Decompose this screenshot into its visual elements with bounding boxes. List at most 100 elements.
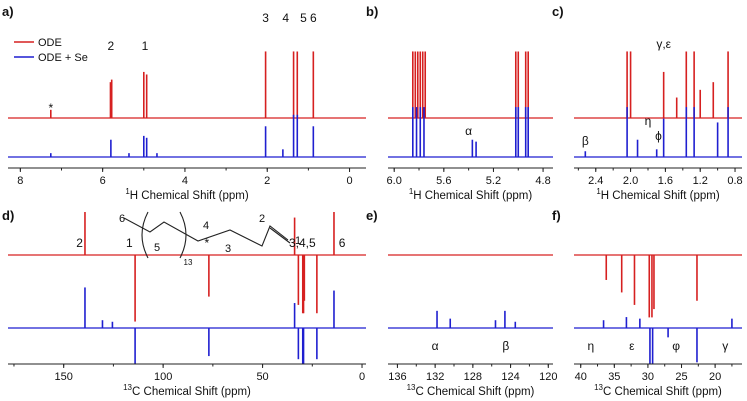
- structure-left-paren: [141, 211, 149, 259]
- series-blue: [8, 287, 366, 364]
- tick-label: 6.0: [387, 175, 402, 187]
- peak-annotation: β: [582, 134, 589, 148]
- x-axis-title-sup: 1: [409, 187, 414, 196]
- peak-annotation: 5: [300, 11, 307, 25]
- peak-annotation: α: [465, 124, 472, 138]
- tick-label: 0: [359, 371, 365, 383]
- tick-label: 5.2: [486, 175, 501, 187]
- peak-annotation: 3: [262, 11, 269, 25]
- series-blue: [388, 107, 553, 158]
- series-blue: [574, 317, 742, 364]
- tick-label: 25: [675, 371, 687, 383]
- x-axis-title-sup: 13: [594, 383, 603, 392]
- tick-label: 120: [539, 371, 557, 383]
- plot-area: [8, 51, 366, 158]
- legend-label: ODE: [38, 37, 62, 49]
- peak-annotation: ϕ: [655, 129, 662, 143]
- x-axis-title-sup: 13: [123, 383, 132, 392]
- panel-label: f): [552, 208, 561, 223]
- plot-area: [8, 212, 366, 364]
- x-axis-title-sup: 13: [407, 383, 416, 392]
- x-axis-title: 13C Chemical Shift (ppm): [594, 383, 722, 398]
- tick-label: 20: [709, 371, 721, 383]
- peak-annotation: 4: [282, 11, 289, 25]
- series-red: [574, 51, 742, 119]
- legend-label: ODE + Se: [38, 52, 88, 64]
- series-red: [574, 254, 742, 318]
- tick-label: 0: [346, 175, 352, 187]
- panel-label: a): [2, 4, 14, 19]
- tick-label: 132: [426, 371, 444, 383]
- structure-label: 2: [259, 213, 265, 225]
- series-blue: [388, 310, 553, 329]
- tick-label: 0.8: [727, 175, 742, 187]
- ode-structure: 6 5 13 4 3 2 1: [119, 211, 301, 267]
- x-axis-title-text: H Chemical Shift (ppm): [130, 190, 249, 202]
- panel-label: b): [366, 4, 378, 19]
- tick-label: 150: [55, 371, 73, 383]
- tick-label: 4.8: [535, 175, 550, 187]
- tick-label: 1.6: [658, 175, 673, 187]
- panel-a: 8 6 4 2 01H Chemical Shift (ppm)a)*2 13 4 5 6ODE…: [2, 4, 366, 202]
- structure-label: 5: [154, 242, 160, 254]
- structure-label: 13: [184, 258, 193, 267]
- series-blue: [8, 114, 366, 158]
- tick-label: 124: [501, 371, 519, 383]
- plot-area: [388, 254, 553, 329]
- structure-double-bond: [269, 227, 291, 244]
- peak-annotation: η: [587, 339, 594, 353]
- x-axis-title-sup: 1: [125, 187, 130, 196]
- peak-annotation: ε: [629, 339, 635, 353]
- structure-label: 1: [295, 235, 301, 247]
- peak-annotation: 6: [339, 236, 346, 250]
- panel-d: 150 100 50 0 13C Chemical Shift (ppm) d) 2 1 * 3,…: [2, 208, 366, 398]
- panel-label: c): [552, 4, 564, 19]
- peak-annotation: 1: [126, 236, 133, 250]
- tick-label: 1.2: [693, 175, 708, 187]
- x-axis-title-text: C Chemical Shift (ppm): [416, 386, 535, 398]
- panel-b: 6.0 5.6 5.2 4.81H Chemical Shift (ppm)b)α: [366, 4, 553, 202]
- peak-annotation: 1: [142, 39, 149, 53]
- x-axis-title: 1H Chemical Shift (ppm): [409, 187, 532, 202]
- tick-label: 128: [464, 371, 482, 383]
- tick-label: 2: [264, 175, 270, 187]
- peak-annotation: η: [645, 114, 652, 128]
- structure-label: 6: [119, 213, 125, 225]
- series-red: [8, 212, 366, 322]
- tick-label: 2.4: [588, 175, 603, 187]
- x-axis-title-sup: 1: [596, 187, 601, 196]
- panel-e: 136 132 128 124 120 13C Chemical Shift (ppm) e…: [366, 208, 557, 398]
- series-red: [8, 51, 366, 119]
- tick-label: 40: [575, 371, 587, 383]
- panel-c: 2.4 2.0 1.6 1.2 0.8 1H Chemical Shift (ppm) c)…: [552, 4, 743, 202]
- x-axis-title: 1H Chemical Shift (ppm): [596, 187, 719, 202]
- x-axis-title: 13C Chemical Shift (ppm): [407, 383, 535, 398]
- tick-label: 5.6: [436, 175, 451, 187]
- peak-annotation: 2: [76, 236, 83, 250]
- x-axis-title: 13C Chemical Shift (ppm): [123, 383, 251, 398]
- peak-annotation: 3,4,5: [289, 236, 316, 250]
- plot-area: [574, 51, 742, 158]
- peak-annotation: γ,ε: [656, 37, 671, 51]
- series-blue: [574, 107, 742, 158]
- peak-annotation: 6: [310, 11, 317, 25]
- peak-annotation: β: [502, 339, 509, 353]
- tick-label: 35: [608, 371, 620, 383]
- tick-label: 8: [17, 175, 23, 187]
- tick-label: 2.0: [623, 175, 638, 187]
- tick-label: 50: [256, 371, 268, 383]
- peak-annotation: *: [205, 236, 210, 250]
- structure-label: 4: [203, 220, 209, 232]
- x-axis-title-text: H Chemical Shift (ppm): [413, 190, 532, 202]
- peak-annotation: γ: [722, 339, 728, 353]
- plot-area: [574, 254, 742, 364]
- tick-label: 100: [154, 371, 172, 383]
- tick-label: 4: [182, 175, 188, 187]
- panel-label: d): [2, 208, 14, 223]
- peak-annotation: *: [48, 101, 53, 115]
- plot-area: [388, 51, 553, 158]
- tick-label: 30: [642, 371, 654, 383]
- legend: ODE ODE + Se: [14, 37, 88, 64]
- peak-annotation: α: [432, 339, 439, 353]
